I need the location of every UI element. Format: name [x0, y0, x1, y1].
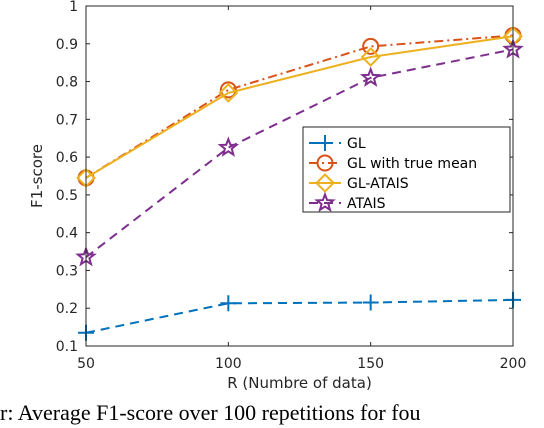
plot-frame — [85, 5, 514, 347]
data-point-gl-atais — [218, 82, 239, 103]
y-tick-label: 0.7 — [56, 112, 78, 128]
y-tick-label: 0.4 — [56, 226, 78, 242]
y-tick-label: 0.9 — [56, 37, 78, 53]
legend-marker-atais — [314, 191, 336, 213]
data-point-gl-with-true-mean — [219, 81, 237, 99]
x-tick-label: 150 — [357, 356, 384, 372]
y-tick-label: 0.1 — [56, 339, 78, 355]
data-point-atais — [359, 66, 382, 87]
data-point-gl-atais — [360, 47, 381, 67]
figure-caption: r: Average F1-score over 100 repetitions… — [0, 400, 421, 425]
series-gl-atais — [76, 26, 523, 188]
y-tick-label: 0.2 — [56, 301, 78, 317]
legend-marker-gl-atais — [315, 173, 335, 193]
data-point-gl-with-true-mean — [362, 37, 380, 55]
legend-marker-gl-with-true-mean — [316, 154, 334, 172]
y-tick-labels: 0.1 0.2 0.3 0.4 0.5 0.6 0.7 0.8 0.9 1 — [56, 0, 78, 355]
legend-label-gl-with-true-mean: GL with true mean — [347, 156, 477, 172]
x-tick-label: 100 — [215, 356, 242, 372]
legend: GL GL with true mean GL-ATAIS ATAIS — [302, 126, 511, 213]
y-tick-label: 0.8 — [56, 75, 78, 91]
series-line-gl — [85, 298, 514, 334]
series-line-atais — [85, 48, 514, 259]
legend-box — [302, 126, 511, 213]
series-line-gl-with-true-mean — [85, 34, 514, 179]
y-tick-label: 0.5 — [56, 188, 78, 204]
legend-label-gl: GL — [347, 136, 366, 152]
series-line-gl-atais — [85, 35, 514, 179]
data-point-atais — [217, 136, 240, 157]
x-tick-label: 200 — [500, 356, 527, 372]
legend-label-atais: ATAIS — [347, 196, 386, 212]
y-axis-label: F1-score — [28, 144, 46, 208]
y-tick-label: 0.3 — [56, 263, 78, 279]
y-tick-label: 1 — [69, 0, 78, 15]
legend-label-gl-atais: GL-ATAIS — [347, 176, 409, 192]
x-tick-label: 50 — [77, 356, 95, 372]
x-axis-label: R (Numbre of data) — [227, 374, 372, 392]
y-tick-label: 0.6 — [56, 150, 78, 166]
data-point-gl — [220, 295, 237, 312]
x-tick-labels: 50 100 150 200 — [77, 356, 526, 372]
chart: 50 100 150 200 0.1 0.2 0.3 0.4 0.5 0.6 0.7 0.8 0.9 1… — [28, 0, 526, 392]
legend-marker-gl — [317, 135, 333, 151]
data-point-gl — [362, 294, 379, 311]
